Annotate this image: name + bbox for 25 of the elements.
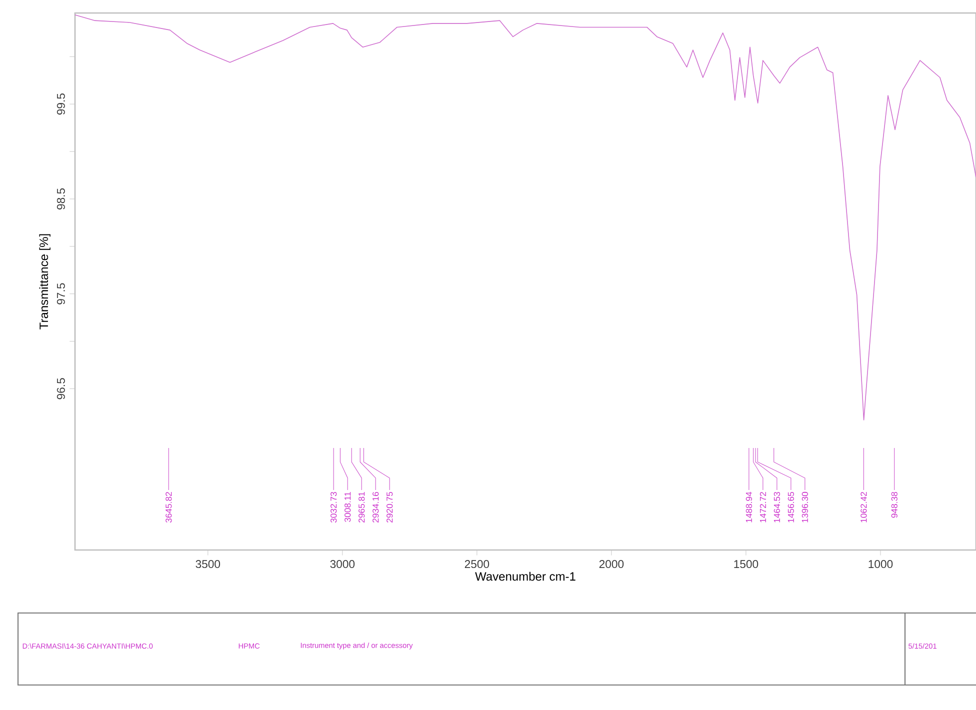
- y-tick-label: 96.5: [56, 378, 65, 400]
- y-tick-label: 99.5: [56, 94, 65, 115]
- annotation: 2965.81: [358, 492, 365, 522]
- annotation: 1396.30: [802, 492, 808, 522]
- x-tick-label: 1500: [734, 560, 758, 568]
- x-tick-label: 2500: [464, 560, 490, 568]
- annotation: 1464.53: [774, 492, 780, 522]
- y-axis-title: Transmittance [%]: [39, 234, 50, 330]
- annotation: 1062.42: [860, 492, 867, 522]
- annotation: 2934.16: [372, 492, 379, 522]
- y-tick-label: 97.5: [56, 283, 65, 304]
- x-tick-label: 1000: [868, 560, 893, 568]
- x-tick-label: 3500: [196, 560, 220, 568]
- y-tick-label: 98.5: [56, 188, 65, 210]
- annotation: 1456.65: [788, 492, 794, 522]
- annotation: 1472.72: [760, 492, 766, 522]
- annotation: 2920.75: [386, 492, 393, 522]
- x-tick-label: 3000: [330, 560, 355, 568]
- x-axis-title: Wavenumber cm-1: [475, 572, 576, 581]
- annotation: 3032.73: [330, 492, 337, 523]
- x-tick-label: 2000: [599, 560, 624, 568]
- annotation: 3008.11: [344, 492, 351, 522]
- annotation: 3645.82: [166, 492, 172, 523]
- annotation: 948.38: [891, 492, 898, 518]
- annotation: 1488.94: [746, 492, 752, 522]
